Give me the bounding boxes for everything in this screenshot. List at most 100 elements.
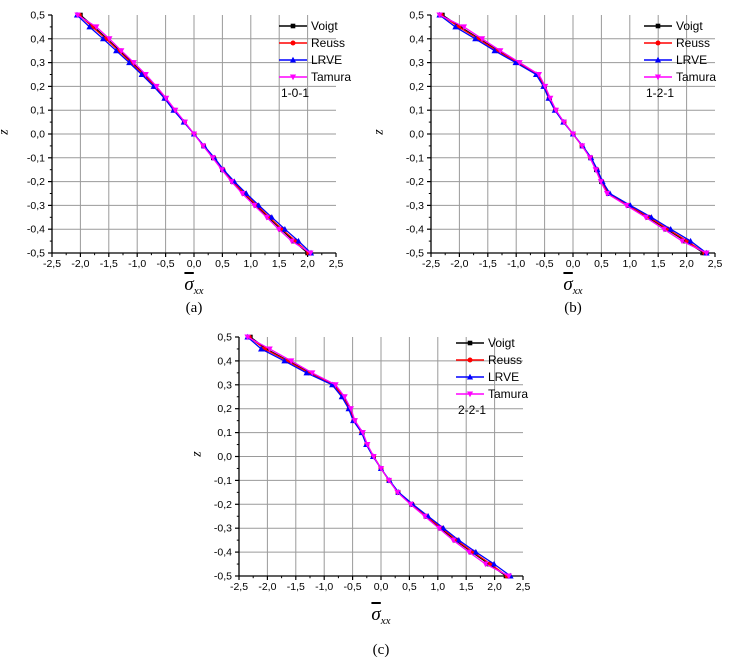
y-tick-label: -0,5 xyxy=(406,248,424,260)
gridlines xyxy=(239,337,523,576)
y-tick-label: -0,3 xyxy=(214,523,232,535)
legend-item-reuss: Reuss xyxy=(644,36,710,50)
legend-label: Tamura xyxy=(311,70,351,84)
y-tick-label: 0,5 xyxy=(30,10,45,22)
y-tick-label: -0,3 xyxy=(406,200,424,212)
y-axis-title: z xyxy=(0,129,13,134)
legend-item-lrve: LRVE xyxy=(644,53,707,67)
x-tick-label: 0,5 xyxy=(402,581,417,593)
x-axis-subscript: xx xyxy=(380,615,391,628)
legend-item-tamura: Tamura xyxy=(279,70,351,84)
x-tick-label: -2,5 xyxy=(230,581,248,593)
legend-item-tamura: Tamura xyxy=(456,387,528,401)
chart-a: -2,5 -2,0 -1,5 -1,0 -0,5 0,0 0,5 1,0 1,5 2,0 2,5 0,… xyxy=(0,0,371,320)
y-tick-label: 0,2 xyxy=(30,81,45,93)
x-tick-label: -0,5 xyxy=(157,258,175,270)
x-tick-label: 0,5 xyxy=(215,258,230,270)
y-tick-label: -0,4 xyxy=(406,224,424,236)
y-tick-label: 0,1 xyxy=(409,105,424,117)
y-tick-label: 0,0 xyxy=(217,451,232,463)
y-tick-label: -0,2 xyxy=(27,176,45,188)
legend-label: Voigt xyxy=(488,336,515,350)
y-tick-label: 0,1 xyxy=(217,427,232,439)
y-tick-label: -0,4 xyxy=(27,224,45,236)
y-tick-label: 0,5 xyxy=(409,10,424,22)
x-tick-label: -1,5 xyxy=(479,258,497,270)
axes: -2,5 -2,0 -1,5 -1,0 -0,5 0,0 0,5 1,0 1,5 2,0 2,5 0,… xyxy=(27,10,344,271)
legend-label: Tamura xyxy=(488,387,528,401)
x-tick-label: 1,5 xyxy=(651,258,666,270)
x-tick-label: 0,0 xyxy=(374,581,389,593)
y-tick-label: -0,5 xyxy=(214,571,232,583)
x-axis-title: σxx xyxy=(541,274,605,297)
x-tick-label: 1,0 xyxy=(430,581,445,593)
x-tick-label: -0,5 xyxy=(344,581,362,593)
y-tick-label: -0,4 xyxy=(214,547,232,559)
y-tick-label: -0,1 xyxy=(406,152,424,164)
legend-label: Reuss xyxy=(488,353,522,367)
y-tick-label: 0,0 xyxy=(30,129,45,141)
y-axis-title: z xyxy=(371,129,387,135)
x-tick-label: -2,0 xyxy=(71,258,89,270)
scheme-label: 1-2-1 xyxy=(646,86,674,100)
legend-label: Voigt xyxy=(676,19,703,33)
y-tick-label: -0,5 xyxy=(27,248,45,260)
x-axis-subscript: xx xyxy=(572,285,583,298)
x-tick-label: 2,5 xyxy=(516,581,531,593)
y-tick-label: 0,5 xyxy=(217,332,232,344)
y-tick-label: -0,2 xyxy=(406,176,424,188)
x-axis-title: σxx xyxy=(349,604,413,627)
legend-item-voigt: Voigt xyxy=(279,19,338,33)
x-tick-label: 2,5 xyxy=(708,258,723,270)
sigma-bar-symbol: σ xyxy=(184,274,194,295)
subplot-caption-b: (b) xyxy=(564,300,582,316)
x-tick-label: -0,5 xyxy=(536,258,554,270)
x-tick-label: 0,0 xyxy=(187,258,202,270)
x-tick-label: -1,5 xyxy=(100,258,118,270)
x-tick-label: -2,0 xyxy=(450,258,468,270)
legend-item-lrve: LRVE xyxy=(279,53,342,67)
axes: -2,5 -2,0 -1,5 -1,0 -0,5 0,0 0,5 1,0 1,5 2,0 2,5 0,… xyxy=(214,332,531,594)
chart-c: -2,5 -2,0 -1,5 -1,0 -0,5 0,0 0,5 1,0 1,5 2,0 2,5 0,… xyxy=(183,318,563,663)
axes: -2,5 -2,0 -1,5 -1,0 -0,5 0,0 0,5 1,0 1,5 2,0 2,5 0,… xyxy=(406,10,723,271)
x-tick-label: -2,0 xyxy=(258,581,276,593)
x-tick-label: 1,0 xyxy=(243,258,258,270)
y-tick-label: 0,4 xyxy=(30,33,45,45)
legend-label: Tamura xyxy=(676,70,716,84)
x-tick-label: 1,5 xyxy=(459,581,474,593)
y-tick-label: -0,1 xyxy=(214,475,232,487)
x-axis-subscript: xx xyxy=(193,285,204,298)
subplot-caption-a: (a) xyxy=(185,300,203,316)
series-tamura xyxy=(74,12,314,257)
y-axis-title: z xyxy=(189,451,205,457)
scheme-label: 1-0-1 xyxy=(281,86,309,100)
y-tick-label: 0,1 xyxy=(30,105,45,117)
y-tick-label: 0,0 xyxy=(409,129,424,141)
legend-item-tamura: Tamura xyxy=(644,70,716,84)
x-tick-label: 2,0 xyxy=(679,258,694,270)
legend-label: Reuss xyxy=(676,36,710,50)
chart-b-plot: -2,5 -2,0 -1,5 -1,0 -0,5 0,0 0,5 1,0 1,5 2,0 2,5 0,… xyxy=(406,10,723,271)
x-tick-label: -2,5 xyxy=(43,258,61,270)
y-tick-label: -0,3 xyxy=(27,200,45,212)
series-tamura xyxy=(244,334,512,580)
series-tamura xyxy=(436,12,710,257)
legend-label: Voigt xyxy=(311,19,338,33)
legend-item-reuss: Reuss xyxy=(456,353,522,367)
x-tick-label: 0,5 xyxy=(594,258,609,270)
chart-c-plot: -2,5 -2,0 -1,5 -1,0 -0,5 0,0 0,5 1,0 1,5 2,0 2,5 0,… xyxy=(214,332,531,594)
legend-label: LRVE xyxy=(311,53,342,67)
y-tick-label: -0,1 xyxy=(27,152,45,164)
y-tick-label: -0,2 xyxy=(214,499,232,511)
x-tick-label: 2,0 xyxy=(487,581,502,593)
x-tick-label: 2,5 xyxy=(329,258,344,270)
sigma-bar-symbol: σ xyxy=(563,274,573,295)
subplot-caption-c: (c) xyxy=(372,642,390,658)
x-tick-label: -2,5 xyxy=(422,258,440,270)
y-tick-label: 0,2 xyxy=(409,81,424,93)
y-tick-label: 0,3 xyxy=(30,57,45,69)
legend-label: LRVE xyxy=(488,370,519,384)
